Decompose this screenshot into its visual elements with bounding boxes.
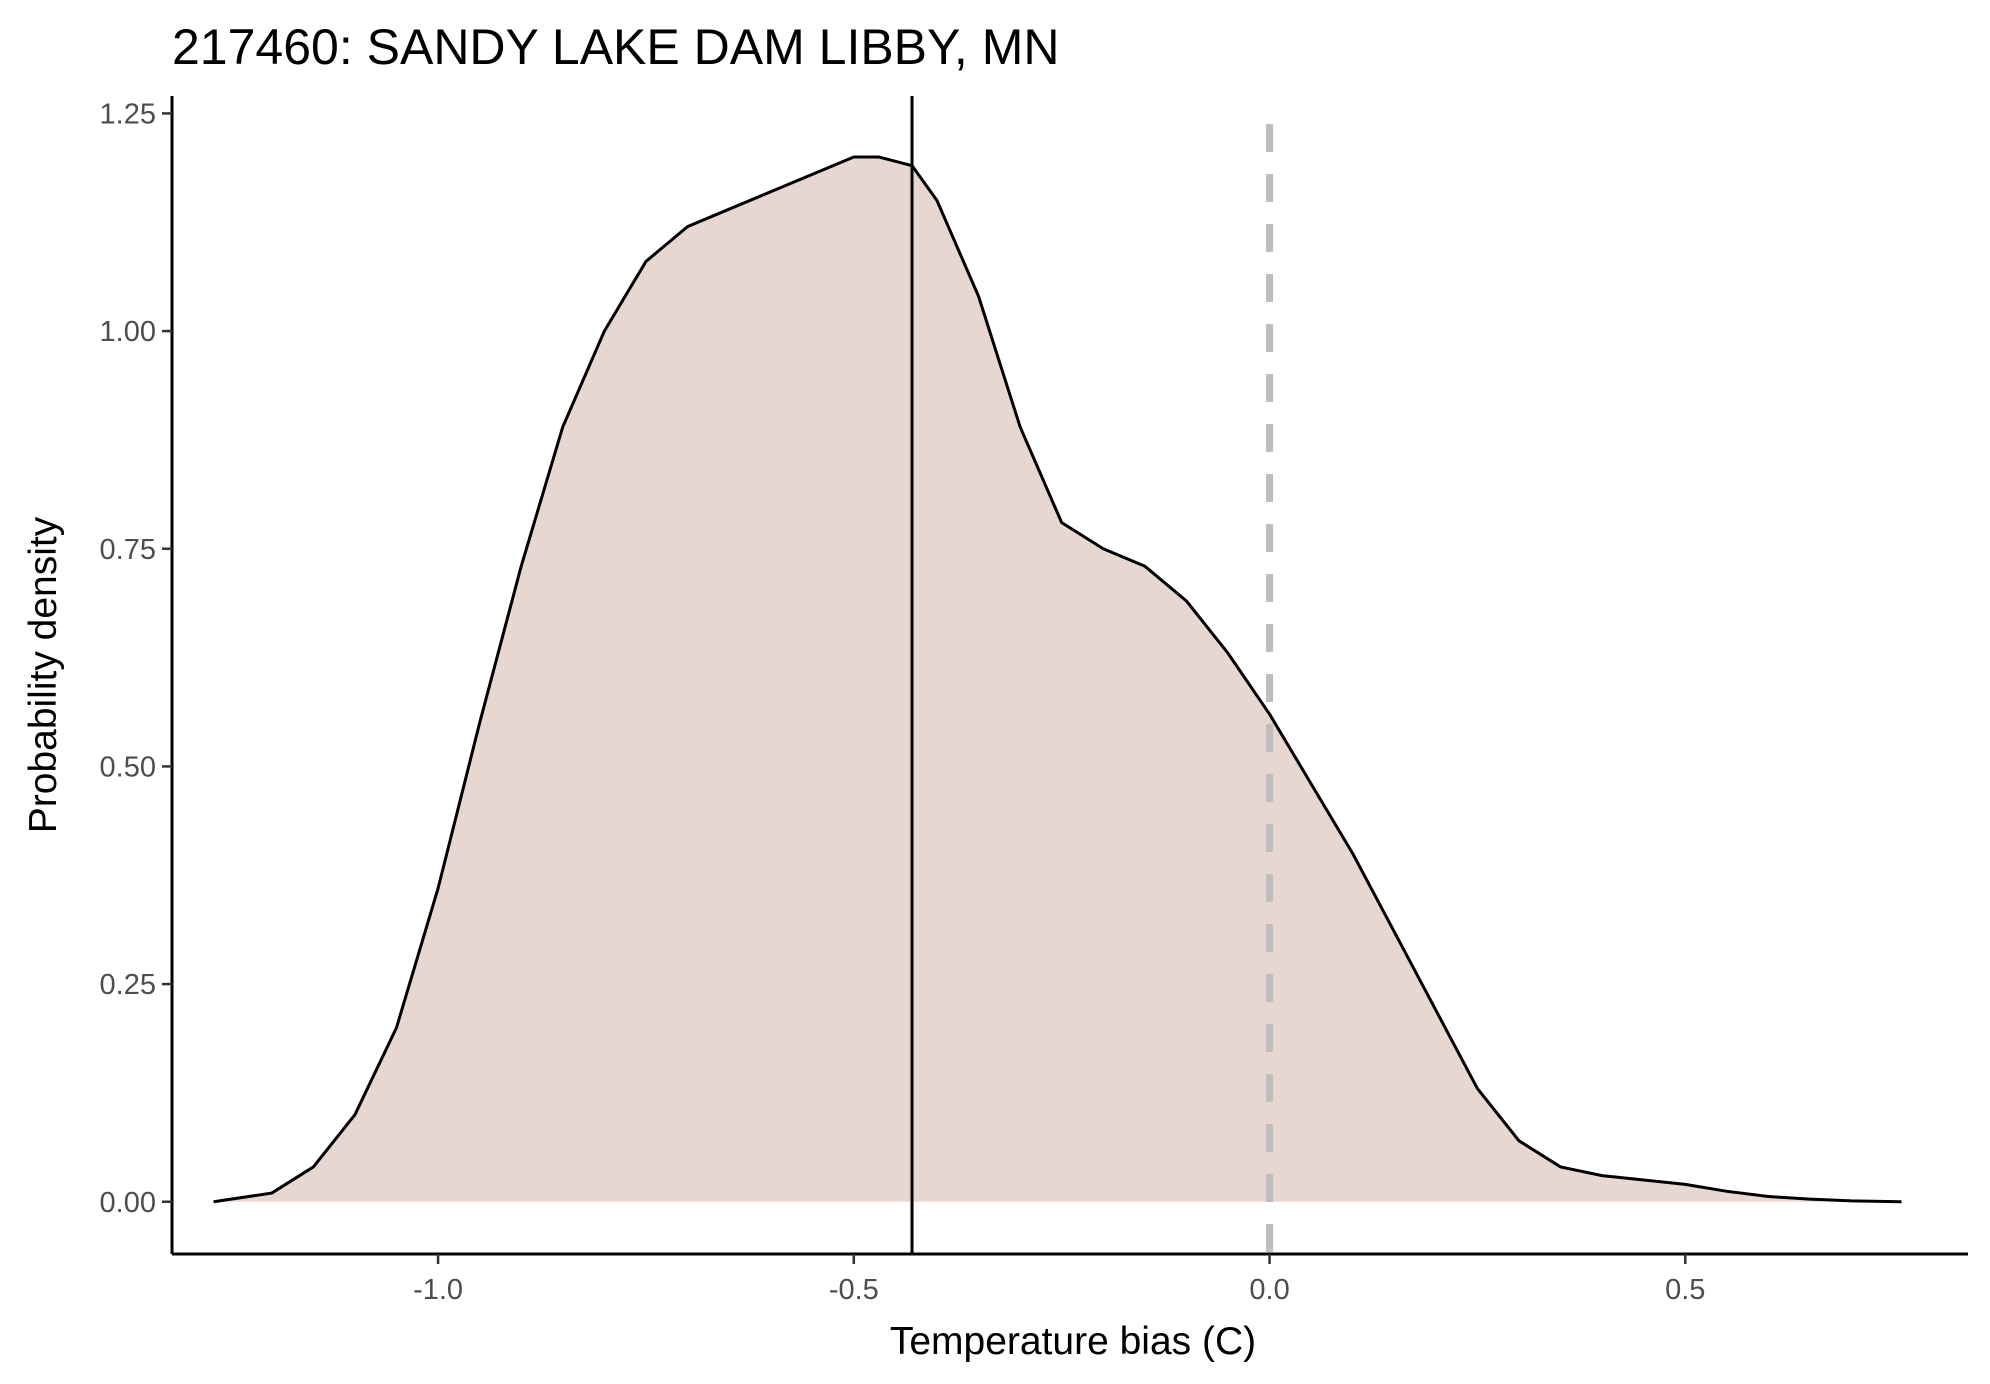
y-tick-label: 0.25 [100, 969, 156, 1001]
y-tick-label: 1.00 [100, 316, 156, 348]
y-axis-title: Probability density [22, 516, 65, 833]
y-tick-label: 0.75 [100, 534, 156, 566]
x-tick-label: 0.0 [1249, 1274, 1289, 1306]
y-axis-ticks: 0.00 0.25 0.50 0.75 1.00 1.25 [100, 98, 172, 1219]
y-tick-label: 0.50 [100, 751, 156, 783]
density-area [213, 156, 1902, 1202]
x-axis-title: Temperature bias (C) [890, 1320, 1256, 1363]
y-tick-label: 1.25 [100, 98, 156, 130]
density-line [213, 155, 1902, 1204]
plot-area [213, 96, 1902, 1254]
x-tick-label: -0.5 [829, 1274, 879, 1306]
x-axis-ticks: -1.0 -0.5 0.0 0.5 [413, 1254, 1705, 1306]
chart-title: 217460: SANDY LAKE DAM LIBBY, MN [172, 19, 1059, 75]
x-tick-label: -1.0 [413, 1274, 463, 1306]
y-tick-label: 0.00 [100, 1187, 156, 1219]
x-tick-label: 0.5 [1665, 1274, 1705, 1306]
